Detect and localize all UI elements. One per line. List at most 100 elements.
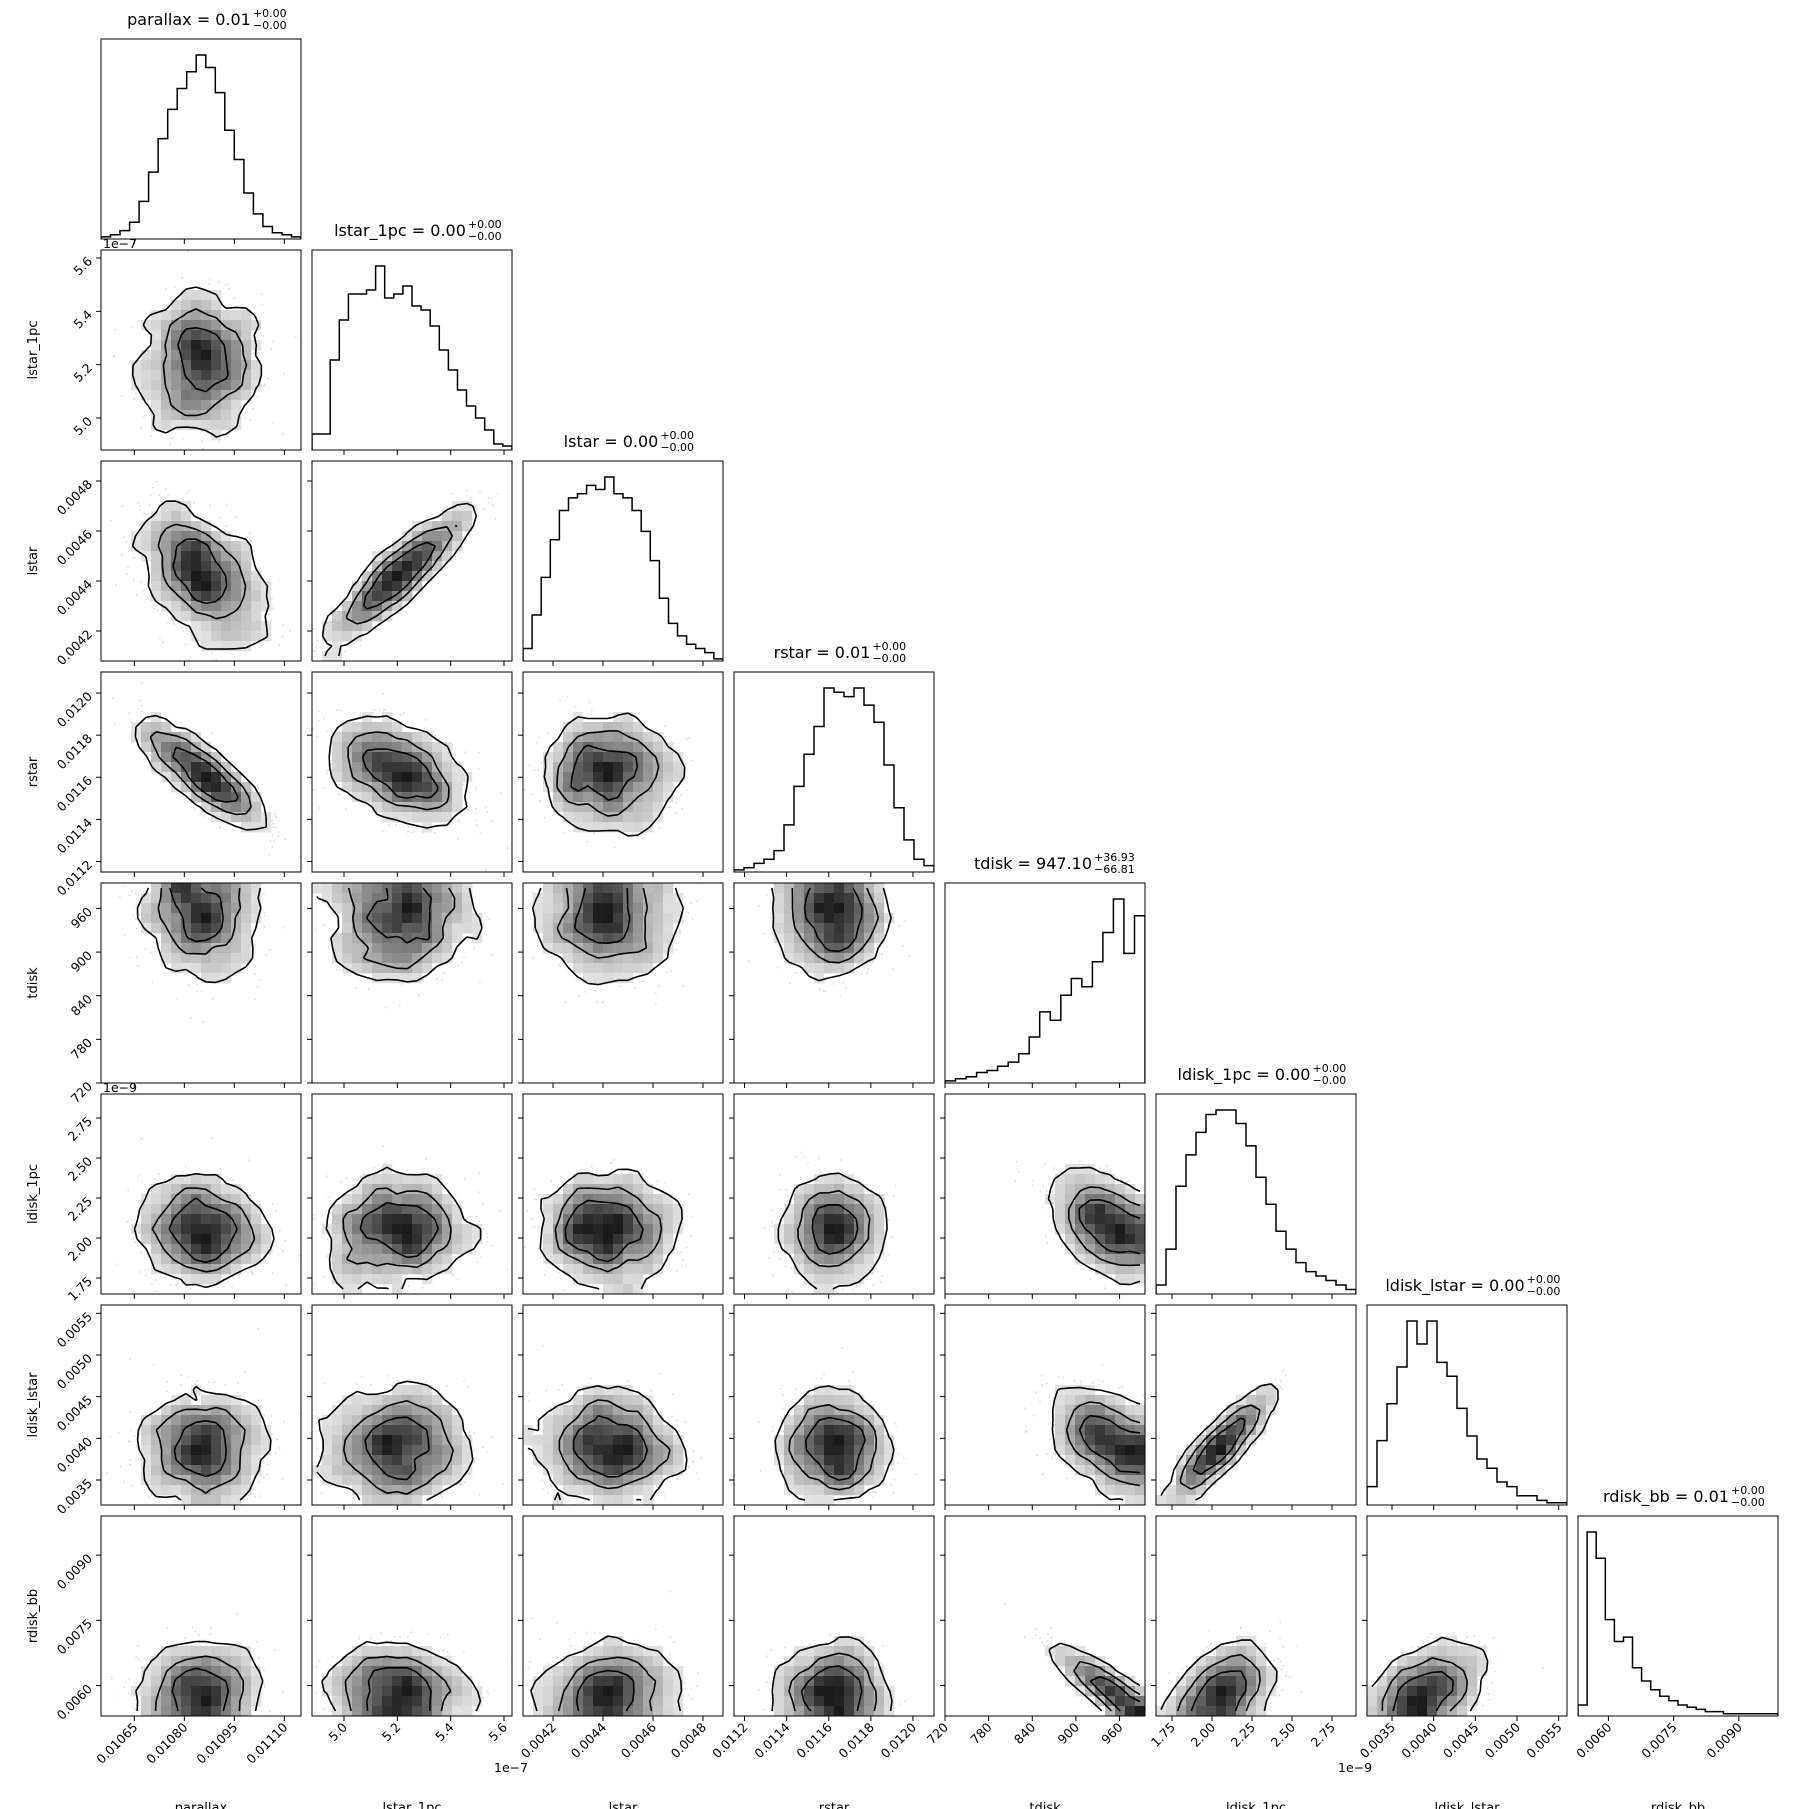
density-cell — [211, 601, 222, 612]
scatter-point — [143, 512, 146, 515]
density-cell — [161, 320, 172, 331]
density-cell — [261, 581, 272, 592]
panel-lstar_1pc-vs-lstar_1pc — [311, 249, 513, 455]
scatter-point — [590, 709, 593, 712]
density-cell — [201, 521, 212, 532]
scatter-point — [160, 434, 163, 437]
panel-frame — [311, 671, 513, 873]
density-cell — [191, 380, 202, 391]
density-cell — [402, 752, 413, 763]
panel-parallax-vs-parallax — [100, 38, 302, 244]
density-cell — [422, 561, 433, 572]
title-value: 0.00 — [623, 432, 659, 451]
contour-line — [131, 286, 263, 438]
density-cell — [171, 752, 182, 763]
scatter-point — [143, 415, 145, 418]
scatter-point — [281, 635, 284, 638]
density-cell — [211, 340, 222, 351]
density-cell — [231, 360, 242, 371]
density-cell — [412, 521, 423, 532]
density-cell — [352, 631, 363, 642]
density-cell — [171, 420, 182, 431]
scatter-point — [249, 419, 252, 422]
scatter-point — [272, 822, 274, 825]
scatter-point — [439, 517, 442, 520]
density-cell — [191, 782, 202, 793]
density-cell — [241, 611, 252, 622]
density-cell — [332, 732, 343, 743]
scatter-point — [499, 792, 502, 795]
density-cell — [633, 772, 644, 783]
density-cell — [231, 802, 242, 813]
density-cell — [251, 611, 262, 622]
scatter-point — [378, 708, 381, 711]
density-cell — [171, 762, 182, 773]
histogram-lstar — [523, 476, 723, 661]
density-cell — [231, 380, 242, 391]
density-cell — [241, 541, 252, 552]
scatter-point — [668, 805, 671, 808]
scatter-point — [218, 826, 221, 829]
density-cell — [241, 822, 252, 833]
density-cell — [181, 752, 192, 763]
density-cell — [191, 390, 202, 401]
density-cell — [241, 370, 252, 381]
density-cell — [251, 320, 262, 331]
density-cell — [553, 792, 564, 803]
scatter-point — [395, 824, 397, 826]
scatter-point — [467, 808, 470, 811]
panel-frame — [100, 460, 302, 662]
density-cell — [623, 772, 634, 783]
scatter-point — [658, 826, 661, 829]
density-cell — [372, 581, 383, 592]
density-cell — [352, 601, 363, 612]
density-cell — [191, 360, 202, 371]
density-cell — [623, 742, 634, 753]
density-cell — [151, 722, 162, 733]
density-cell — [251, 591, 262, 602]
y-offset-label-lstar_1pc: 1e−7 — [103, 236, 137, 251]
panel-title: lstar_1pc = 0.00 — [334, 221, 466, 241]
scatter-point — [323, 787, 326, 789]
density-cell — [161, 521, 172, 532]
density-cell — [422, 802, 433, 813]
density-cell — [221, 762, 232, 773]
density-cell — [392, 742, 403, 753]
scatter-point — [493, 504, 496, 507]
density-cell — [593, 792, 604, 803]
scatter-point — [277, 831, 280, 833]
density-cell — [402, 591, 413, 602]
density-cell — [573, 772, 584, 783]
density-cell — [171, 581, 182, 592]
scatter-point — [384, 709, 387, 711]
density-cell — [392, 812, 403, 823]
density-cell — [191, 310, 202, 321]
density-cell — [171, 501, 182, 512]
density-cell — [452, 531, 463, 542]
density-cell — [402, 551, 413, 562]
title-equals: = — [192, 10, 216, 29]
scatter-point — [593, 832, 595, 835]
scatter-point — [198, 285, 201, 288]
scatter-point — [128, 547, 131, 549]
density-cell — [171, 390, 182, 401]
density-cell — [211, 430, 222, 441]
density-cell — [211, 581, 222, 592]
scatter-point — [147, 515, 150, 518]
density-cell — [563, 772, 574, 783]
density-cell — [422, 732, 433, 743]
panel-lstar-vs-lstar — [522, 460, 724, 666]
scatter-point — [457, 760, 460, 763]
density-cell — [362, 752, 373, 763]
panel-content — [312, 489, 498, 661]
density-cell — [181, 762, 192, 773]
density-cell — [593, 762, 604, 773]
density-cell — [191, 792, 202, 803]
density-cell — [211, 631, 222, 642]
density-cell — [402, 802, 413, 813]
density-cell — [563, 792, 574, 803]
density-cell — [211, 792, 222, 803]
density-cell — [181, 561, 192, 572]
panel-rstar-vs-lstar — [518, 671, 724, 877]
